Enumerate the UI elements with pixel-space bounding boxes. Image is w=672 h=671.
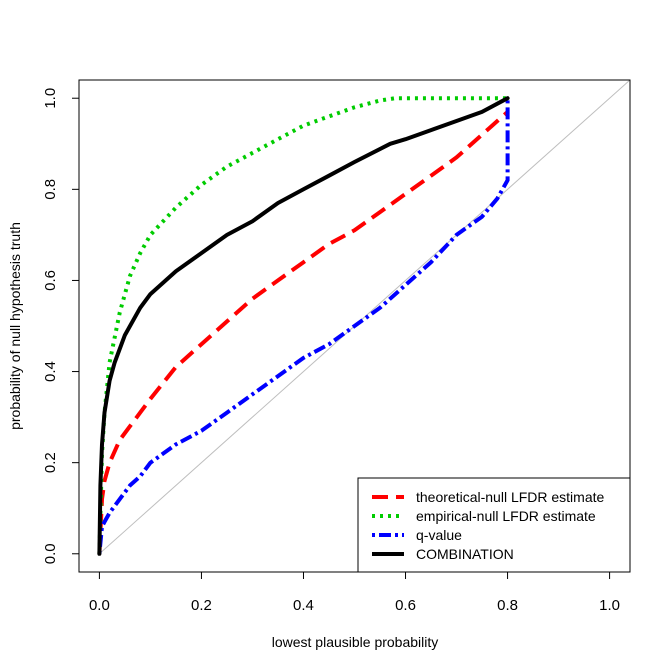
x-axis-title: lowest plausible probability [272, 634, 439, 650]
x-tick-label: 0.6 [395, 597, 416, 614]
series-line-combination [97, 96, 510, 556]
series-line-theoretical-null-lfdr-estimate [97, 110, 509, 554]
series-line-q-value [97, 98, 510, 554]
legend-label-combination: COMBINATION [416, 546, 514, 562]
legend: theoretical-null LFDR estimate empirical-… [357, 477, 631, 573]
x-tick-label: 0.0 [89, 597, 110, 614]
identity-reference-line [99, 80, 630, 555]
y-tick-label: 0.2 [42, 452, 59, 473]
y-tick-label: 0.4 [42, 361, 59, 382]
legend-label-empirical-null-lfdr-estimate: empirical-null LFDR estimate [416, 508, 596, 524]
legend-label-q-value: q-value [416, 527, 462, 543]
axes-layer: 0.0 0.2 0.4 0.6 0.8 1.0 0.0 0.2 0.4 0.6 0.8 1.0 [42, 88, 620, 614]
x-tick-label: 1.0 [599, 597, 620, 614]
series-layer [97, 96, 510, 556]
x-tick-label: 0.2 [191, 597, 212, 614]
legend-box [357, 477, 631, 573]
legend-label-theoretical-null-lfdr-estimate: theoretical-null LFDR estimate [416, 489, 605, 505]
y-tick-label: 0.8 [42, 179, 59, 200]
y-tick-label: 1.0 [42, 88, 59, 109]
series-line-empirical-null-lfdr-estimate [97, 96, 508, 554]
y-tick-label: 0.6 [42, 270, 59, 291]
y-axis-title: probability of null hypothesis truth [7, 222, 23, 430]
x-tick-label: 0.4 [293, 597, 314, 614]
y-tick-label: 0.0 [42, 543, 59, 564]
reference-layer [99, 80, 630, 555]
x-tick-label: 0.8 [497, 597, 518, 614]
